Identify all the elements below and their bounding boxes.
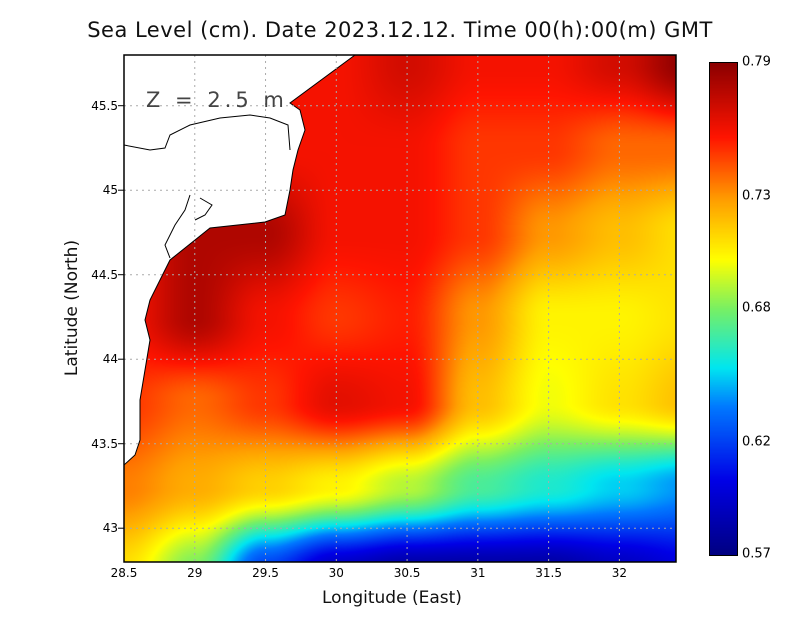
grid-lines	[118, 55, 676, 562]
y-tick-label: 45	[102, 183, 118, 198]
land-mask	[123, 54, 357, 467]
depth-annotation: Z = 2.5 m	[146, 88, 288, 112]
y-axis-label: Latitude (North)	[62, 239, 82, 377]
y-tick-label: 45.5	[91, 98, 118, 113]
x-tick-label: 29.5	[252, 566, 279, 580]
x-tick-label: 29	[187, 566, 203, 580]
plot-frame	[123, 54, 677, 563]
coastline-crimea	[123, 114, 291, 259]
colorbar-label: 0.57	[742, 546, 771, 562]
x-tick-label: 31.5	[535, 566, 562, 580]
y-tick-label: 44.5	[91, 267, 118, 282]
chart-title: Sea Level (cm). Date 2023.12.12. Time 00…	[87, 18, 713, 42]
x-tick-label: 28.5	[110, 566, 138, 580]
y-tick-label: 43	[102, 521, 118, 536]
x-tick-label: 31	[470, 566, 486, 580]
x-tick-label: 32	[611, 566, 628, 580]
colorbar-label: 0.62	[742, 434, 771, 450]
colorbar-label: 0.73	[742, 188, 771, 204]
x-tick-label: 30.5	[393, 566, 421, 580]
x-tick-label: 30	[328, 566, 344, 580]
colorbar	[709, 62, 738, 556]
x-axis-label: Longitude (East)	[322, 588, 462, 608]
colorbar-label: 0.68	[742, 300, 771, 316]
colorbar-label: 0.79	[742, 54, 771, 70]
y-tick-label: 44	[102, 352, 118, 367]
y-tick-label: 43.5	[91, 436, 118, 451]
